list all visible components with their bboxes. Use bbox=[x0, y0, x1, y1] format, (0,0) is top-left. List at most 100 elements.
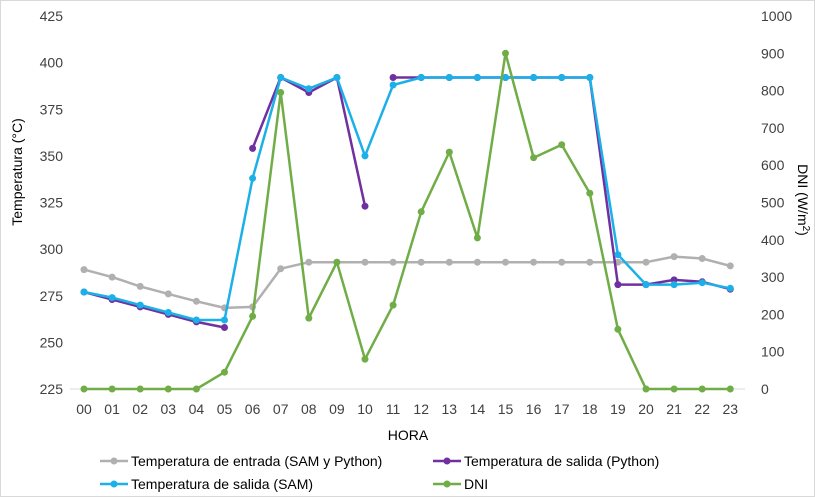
data-point bbox=[670, 385, 678, 393]
data-point bbox=[164, 309, 172, 316]
data-point bbox=[361, 202, 369, 210]
legend-item-dni: DNI bbox=[433, 476, 488, 492]
data-point bbox=[80, 266, 88, 274]
x-tick-label: 09 bbox=[329, 401, 345, 417]
data-point bbox=[417, 74, 425, 81]
data-point bbox=[277, 265, 285, 273]
y-right-tick-label: 900 bbox=[761, 45, 785, 61]
data-point bbox=[558, 258, 566, 266]
x-tick-label: 00 bbox=[76, 401, 92, 417]
data-point bbox=[445, 258, 453, 266]
data-point bbox=[80, 385, 88, 393]
data-point bbox=[136, 385, 144, 393]
x-tick-label: 10 bbox=[357, 401, 373, 417]
data-point bbox=[249, 144, 257, 152]
y-right-tick-label: 200 bbox=[761, 306, 785, 322]
y-right-tick-label: 0 bbox=[761, 381, 769, 397]
data-point bbox=[698, 255, 706, 262]
data-point bbox=[670, 281, 678, 289]
data-point bbox=[530, 258, 538, 266]
x-tick-label: 03 bbox=[161, 401, 177, 417]
y-right-tick-label: 1000 bbox=[761, 8, 792, 24]
y-right-tick-label: 700 bbox=[761, 120, 785, 136]
data-point bbox=[417, 208, 425, 216]
x-tick-label: 21 bbox=[666, 401, 682, 417]
data-point bbox=[530, 74, 538, 81]
data-point bbox=[221, 316, 228, 324]
data-point bbox=[192, 297, 200, 305]
data-point bbox=[80, 288, 88, 296]
series-line bbox=[83, 290, 225, 329]
data-point bbox=[473, 258, 481, 266]
series-3 bbox=[80, 49, 734, 393]
y-right-tick-label: 800 bbox=[761, 83, 785, 99]
y-left-tick-label: 275 bbox=[40, 288, 64, 304]
series-2 bbox=[80, 74, 734, 324]
x-tick-label: 05 bbox=[217, 401, 233, 417]
x-tick-label: 08 bbox=[301, 401, 317, 417]
x-tick-label: 17 bbox=[554, 401, 570, 417]
x-tick-label: 13 bbox=[442, 401, 458, 417]
legend-item-salida-sam: Temperatura de salida (SAM) bbox=[100, 476, 313, 492]
data-point bbox=[305, 314, 313, 322]
y-left-tick-label: 400 bbox=[40, 55, 64, 71]
data-point bbox=[417, 258, 425, 266]
legend-label-entrada: Temperatura de entrada (SAM y Python) bbox=[131, 453, 382, 469]
y-axis-right-title-close: ) bbox=[795, 231, 811, 236]
legend-marker-dni bbox=[443, 480, 451, 488]
data-point bbox=[502, 49, 509, 57]
data-point bbox=[502, 74, 509, 81]
legend-item-entrada: Temperatura de entrada (SAM y Python) bbox=[100, 453, 382, 469]
x-axis-ticks: 00 01 02 03 04 05 06 07 08 09 10 11 12 13 14 15 16 17 18 19… bbox=[76, 401, 738, 417]
y-axis-right-title-sup: 2 bbox=[801, 226, 812, 232]
data-point bbox=[305, 85, 313, 93]
x-tick-label: 07 bbox=[273, 401, 289, 417]
y-left-tick-label: 225 bbox=[40, 381, 64, 397]
data-point bbox=[558, 141, 566, 149]
y-right-tick-label: 600 bbox=[761, 157, 785, 173]
data-point bbox=[108, 385, 116, 393]
series-line bbox=[83, 76, 731, 322]
legend-marker-salida-sam bbox=[110, 480, 118, 488]
data-point bbox=[361, 258, 369, 266]
data-point bbox=[445, 74, 453, 81]
x-tick-label: 23 bbox=[723, 401, 739, 417]
y-left-tick-label: 325 bbox=[40, 195, 64, 211]
data-point bbox=[164, 385, 172, 393]
data-point bbox=[558, 74, 566, 81]
data-point bbox=[361, 355, 369, 363]
data-point bbox=[305, 258, 313, 266]
y-axis-right-title-base: DNI (W/m bbox=[795, 164, 811, 225]
x-tick-label: 19 bbox=[610, 401, 626, 417]
data-point bbox=[108, 273, 116, 281]
data-point bbox=[726, 385, 734, 393]
x-tick-label: 16 bbox=[526, 401, 542, 417]
legend-label-salida-sam: Temperatura de salida (SAM) bbox=[131, 476, 313, 492]
data-point bbox=[726, 262, 734, 270]
x-tick-label: 22 bbox=[694, 401, 710, 417]
data-point bbox=[642, 385, 650, 393]
data-point bbox=[389, 81, 397, 89]
data-point bbox=[698, 385, 706, 393]
legend-label-salida-python: Temperatura de salida (Python) bbox=[464, 453, 659, 469]
data-point bbox=[389, 301, 397, 309]
x-tick-label: 11 bbox=[386, 401, 401, 417]
x-tick-label: 18 bbox=[582, 401, 598, 417]
data-point bbox=[108, 294, 116, 302]
y-right-tick-label: 500 bbox=[761, 195, 785, 211]
data-point bbox=[586, 74, 594, 81]
data-point bbox=[249, 174, 257, 182]
legend-label-dni: DNI bbox=[464, 476, 488, 492]
legend-item-salida-python: Temperatura de salida (Python) bbox=[433, 453, 659, 469]
data-point bbox=[164, 290, 172, 298]
y-left-tick-label: 300 bbox=[40, 241, 64, 257]
series-layer bbox=[80, 49, 734, 393]
data-point bbox=[277, 89, 285, 96]
data-point bbox=[389, 74, 397, 81]
series-line bbox=[84, 52, 731, 391]
data-point bbox=[277, 74, 285, 81]
y-right-tick-label: 400 bbox=[761, 232, 785, 248]
data-point bbox=[473, 234, 481, 242]
